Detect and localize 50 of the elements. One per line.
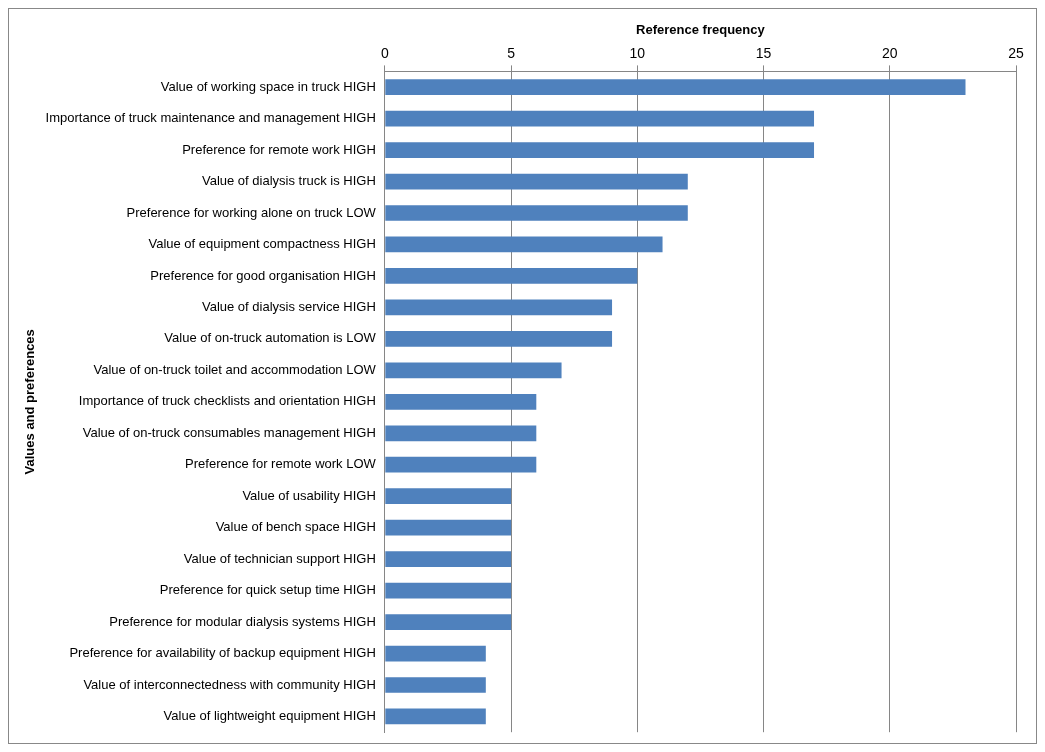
bar — [385, 173, 688, 190]
bar — [385, 299, 613, 316]
y-tick-label: Value of on-truck toilet and accommodation LOW — [93, 361, 377, 377]
bar — [385, 236, 663, 253]
bar — [385, 331, 613, 347]
y-tick-label: Preference for remote work LOW — [185, 456, 377, 472]
y-tick-label: Preference for quick setup time HIGH — [159, 582, 376, 598]
y-tick-label: Preference for remote work HIGH — [182, 141, 376, 157]
x-tick-label: 0 — [380, 44, 389, 61]
x-tick-label: 15 — [755, 44, 772, 61]
bar — [385, 362, 562, 379]
bar — [385, 677, 486, 693]
bar — [385, 551, 512, 567]
bar — [385, 488, 512, 505]
y-tick-label: Value of usability HIGH — [242, 487, 376, 503]
x-tick-label: 20 — [881, 44, 898, 61]
bar — [385, 456, 537, 473]
y-tick-label: Value of dialysis truck is HIGH — [201, 173, 376, 189]
y-tick-label: Value of lightweight equipment HIGH — [163, 708, 376, 724]
y-tick-label: Value of technician support HIGH — [183, 550, 376, 566]
bar — [385, 110, 815, 127]
y-tick-label: Value of interconnectedness with community HIGH — [83, 676, 376, 692]
y-tick-label: Preference for availability of backup equipment HIGH — [69, 645, 376, 661]
y-tick-label: Value of on-truck automation is LOW — [164, 330, 377, 346]
x-tick-label: 5 — [507, 44, 516, 61]
y-tick-label: Value of bench space HIGH — [215, 519, 376, 535]
y-tick-label: Preference for good organisation HIGH — [150, 267, 376, 283]
bar — [385, 519, 512, 536]
y-tick-label: Preference for working alone on truck LOW — [126, 204, 377, 220]
bar — [385, 582, 512, 599]
x-axis-title: Reference frequency — [636, 22, 766, 38]
bar — [385, 614, 512, 630]
bar — [385, 79, 966, 95]
bar — [385, 393, 537, 410]
y-tick-label: Value of dialysis service HIGH — [201, 298, 376, 314]
y-tick-label: Importance of truck maintenance and management HIGH — [45, 110, 376, 126]
bar — [385, 425, 537, 442]
bar — [385, 142, 815, 158]
bar — [385, 645, 486, 662]
x-tick-label: 25 — [1008, 44, 1024, 61]
y-tick-label: Preference for modular dialysis systems HIGH — [109, 613, 376, 629]
bar — [385, 268, 638, 284]
y-axis-title: Values and preferences — [22, 329, 38, 475]
y-tick-label: Value of on-truck consumables management HIGH — [82, 424, 376, 440]
y-tick-label: Importance of truck checklists and orientation HIGH — [78, 393, 376, 409]
y-tick-label: Value of working space in truck HIGH — [160, 78, 376, 94]
bar — [385, 708, 486, 725]
y-tick-label: Value of equipment compactness HIGH — [148, 236, 376, 252]
x-tick-label: 10 — [629, 44, 646, 61]
bar — [385, 205, 688, 221]
